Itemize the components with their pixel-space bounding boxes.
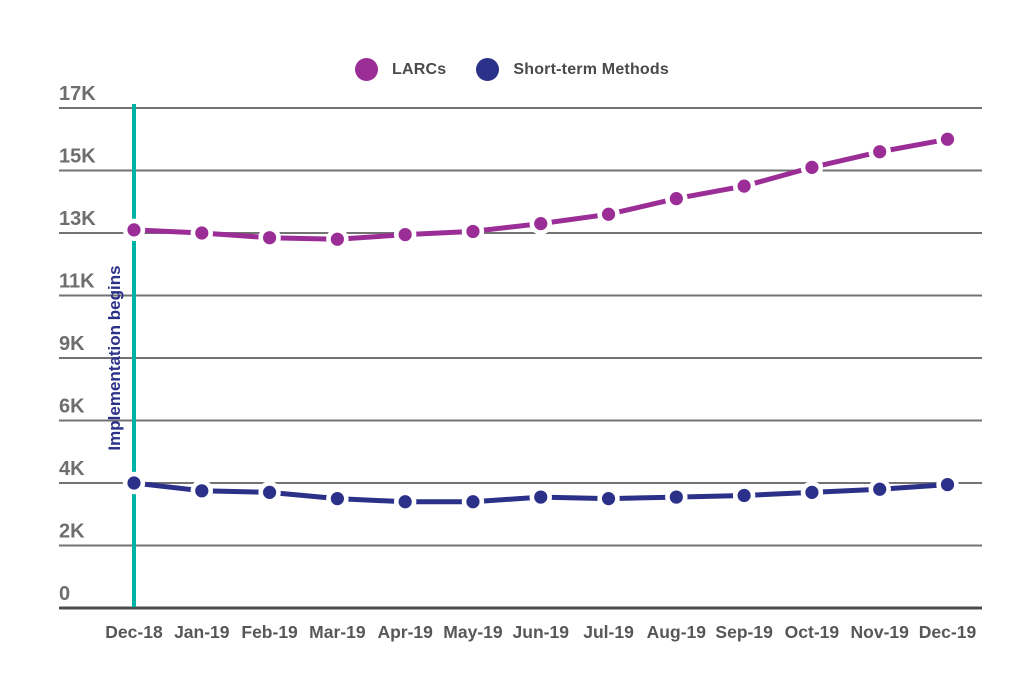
short-term-methods-point [800,481,824,504]
larcs-point [461,220,485,243]
x-axis-label: Feb-19 [241,622,298,642]
larcs-marker-dot [127,223,141,237]
short-term-methods-point [665,485,688,509]
short-term-methods-marker-dot [262,485,277,499]
x-axis-label: Nov-19 [851,622,910,642]
y-axis-label: 11K [59,271,95,293]
x-axis-label: Dec-19 [919,622,977,642]
larcs-point [597,203,620,226]
short-term-methods-marker-dot [534,490,548,504]
short-term-methods-marker-dot [669,490,683,504]
larcs-point [800,156,824,179]
x-axis-label: Oct-19 [785,622,840,642]
larcs-point [122,218,146,242]
y-axis-label: 15K [59,146,96,168]
short-term-methods-marker-dot [127,476,141,490]
short-term-methods-marker-dot [466,495,480,509]
short-term-methods-marker-dot [940,477,955,492]
larcs-marker-dot [466,224,480,239]
y-axis-label: 2K [59,521,85,543]
x-axis-label: May-19 [443,622,503,642]
larcs-point [258,226,281,249]
larcs-point [529,212,552,235]
y-axis-label: 0 [59,583,70,605]
x-axis-label: Sep-19 [715,622,773,642]
short-term-methods-point [190,479,213,503]
short-term-methods-marker-dot [195,484,209,498]
larcs-marker-dot [534,217,548,231]
x-axis-label: Jan-19 [174,622,230,642]
short-term-methods-marker-dot [737,488,751,503]
larcs-marker-dot [330,232,344,246]
larcs-point [665,187,688,210]
annotation-label: Implementation begins [105,265,124,450]
short-term-methods-point [936,473,959,496]
x-axis-label: Jun-19 [513,622,570,642]
y-axis-label: 4K [59,458,85,480]
short-term-methods-point [122,471,146,495]
larcs-point [326,228,349,251]
x-axis-label: Apr-19 [377,622,433,642]
y-axis-label: 17K [59,83,96,105]
larcs-marker-dot [601,207,616,221]
larcs-point [936,128,959,151]
short-term-methods-marker-dot [330,492,344,506]
short-term-methods-point [597,487,620,510]
y-axis-label: 6K [59,396,85,418]
larcs-marker-dot [669,192,683,206]
short-term-methods-marker-dot [805,485,819,499]
short-term-methods-marker-dot [873,482,887,496]
larcs-marker-dot [195,226,209,240]
short-term-methods-marker-dot [398,495,412,509]
larcs-marker-dot [940,132,955,146]
short-term-methods-point [868,478,891,501]
short-term-methods-marker-dot [601,492,616,506]
short-term-methods-point [258,481,281,504]
larcs-marker-dot [873,145,887,159]
short-term-methods-point [393,490,417,513]
x-axis-label: Dec-18 [105,622,163,642]
larcs-marker-dot [805,160,819,174]
short-term-methods-point [326,487,349,510]
short-term-methods-point [461,490,485,513]
larcs-marker-dot [737,179,751,193]
larcs-point [393,223,417,246]
short-term-methods-point [732,484,756,507]
larcs-point [732,174,756,198]
short-term-methods-point [529,485,552,509]
larcs-point [868,140,891,163]
larcs-point [190,221,213,245]
x-axis-label: Mar-19 [309,622,366,642]
y-axis-label: 13K [59,208,96,230]
x-axis-label: Aug-19 [647,622,707,642]
y-axis-label: 9K [59,333,85,355]
larcs-marker-dot [262,231,277,245]
larcs-marker-dot [398,227,412,242]
x-axis-label: Jul-19 [583,622,634,642]
